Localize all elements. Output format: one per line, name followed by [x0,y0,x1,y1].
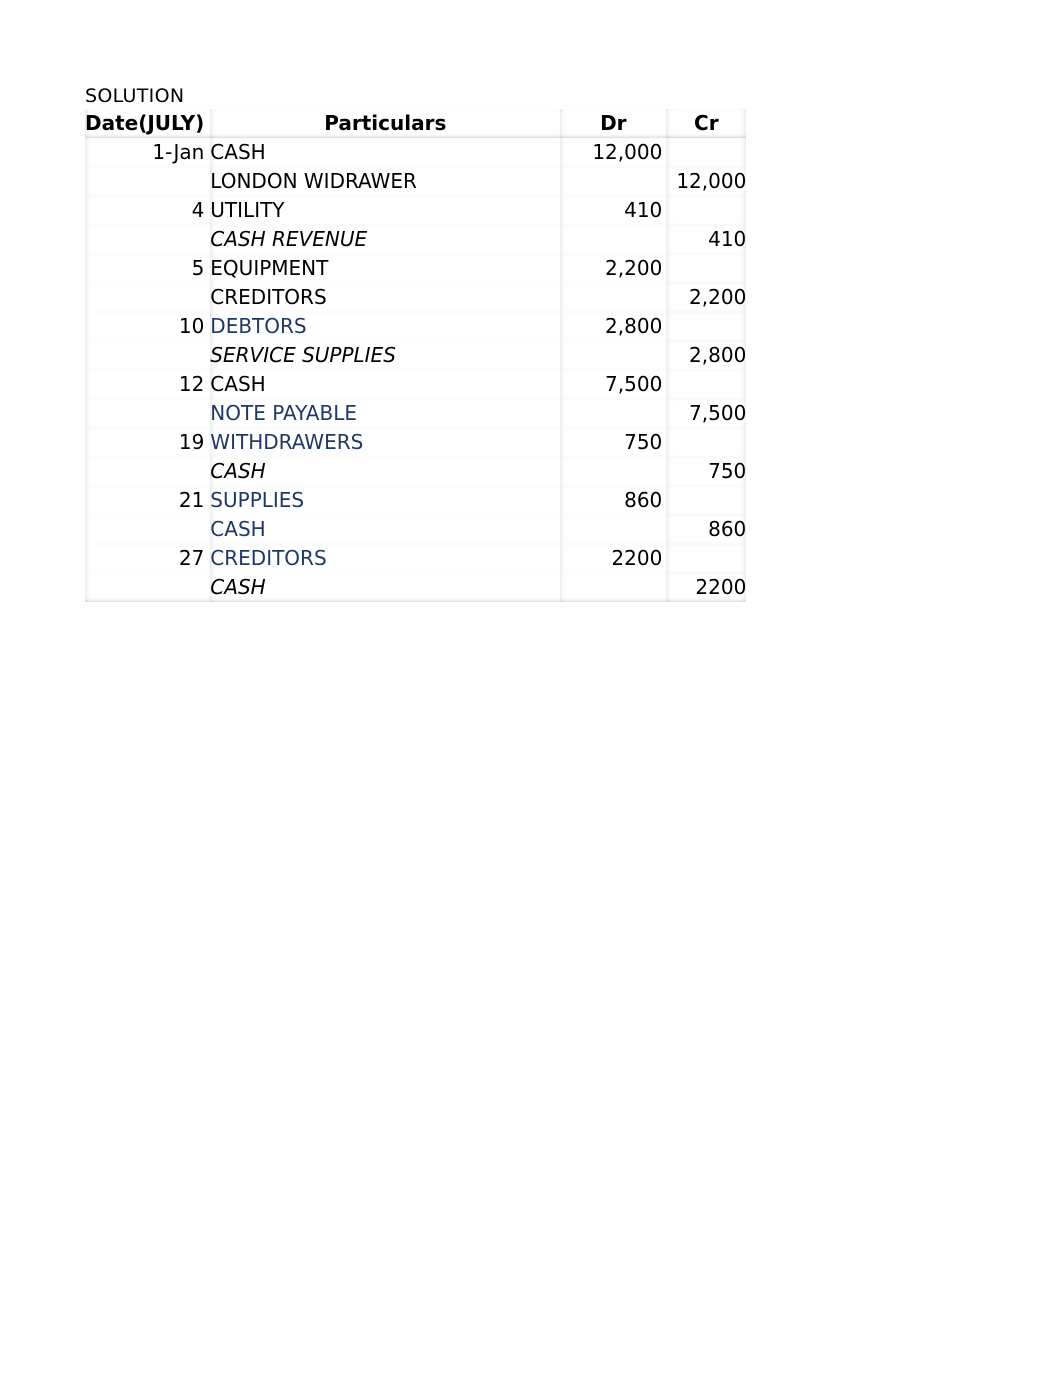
cell-particulars: SERVICE SUPPLIES [210,341,560,370]
cell-dr: 2200 [560,544,666,573]
cell-dr [560,399,666,428]
cell-date [85,283,210,312]
cell-cr: 410 [666,225,746,254]
cell-cr [666,544,746,573]
col-header-dr: Dr [560,109,666,138]
table-row: 12CASH7,500 [85,370,746,399]
cell-particulars: CREDITORS [210,544,560,573]
table-row: NOTE PAYABLE 7,500 [85,399,746,428]
cell-date [85,167,210,196]
cell-cr: 2,800 [666,341,746,370]
table-body: 1-JanCASH12,000LONDON WIDRAWER12,0004UTI… [85,138,746,602]
table-row: 1-JanCASH12,000 [85,138,746,167]
cell-cr: 12,000 [666,167,746,196]
cell-dr [560,167,666,196]
cell-dr [560,283,666,312]
cell-particulars: NOTE PAYABLE [210,399,560,428]
table-row: CASH 860 [85,515,746,544]
cell-particulars: CASH [210,370,560,399]
cell-date [85,225,210,254]
cell-particulars: SUPPLIES [210,486,560,515]
cell-cr: 2,200 [666,283,746,312]
col-header-cr: Cr [666,109,746,138]
cell-dr: 2,200 [560,254,666,283]
cell-particulars: LONDON WIDRAWER [210,167,560,196]
cell-dr: 410 [560,196,666,225]
cell-cr: 7,500 [666,399,746,428]
cell-dr [560,225,666,254]
cell-cr: 750 [666,457,746,486]
cell-particulars: CASH [210,573,560,602]
cell-date: 10 [85,312,210,341]
section-heading: SOLUTION [85,85,1062,107]
cell-dr: 2,800 [560,312,666,341]
cell-particulars: WITHDRAWERS [210,428,560,457]
cell-dr: 750 [560,428,666,457]
cell-dr: 860 [560,486,666,515]
cell-dr: 7,500 [560,370,666,399]
cell-cr: 860 [666,515,746,544]
cell-date [85,515,210,544]
col-header-date: Date(JULY) [85,109,210,138]
cell-dr [560,515,666,544]
cell-particulars: EQUIPMENT [210,254,560,283]
cell-dr [560,341,666,370]
table-row: LONDON WIDRAWER 12,000 [85,167,746,196]
cell-date [85,573,210,602]
col-header-particulars: Particulars [210,109,560,138]
table-row: 19WITHDRAWERS750 [85,428,746,457]
cell-date: 1-Jan [85,138,210,167]
table-row: 27CREDITORS2200 [85,544,746,573]
cell-date [85,341,210,370]
table-row: 5EQUIPMENT2,200 [85,254,746,283]
cell-particulars: DEBTORS [210,312,560,341]
cell-cr [666,138,746,167]
cell-particulars: CASH [210,138,560,167]
cell-date [85,399,210,428]
journal-table: Date(JULY) Particulars Dr Cr 1-JanCASH12… [85,109,746,602]
cell-cr [666,254,746,283]
table-row: 4UTILITY410 [85,196,746,225]
cell-date: 21 [85,486,210,515]
table-row: CASH REVENUE 410 [85,225,746,254]
cell-particulars: CASH [210,457,560,486]
cell-cr [666,196,746,225]
table-row: SERVICE SUPPLIES 2,800 [85,341,746,370]
table-row: 21SUPPLIES860 [85,486,746,515]
cell-cr: 2200 [666,573,746,602]
table-header-row: Date(JULY) Particulars Dr Cr [85,109,746,138]
cell-date [85,457,210,486]
table-row: CREDITORS 2,200 [85,283,746,312]
table-row: CASH 750 [85,457,746,486]
cell-particulars: UTILITY [210,196,560,225]
cell-dr [560,457,666,486]
cell-particulars: CASH [210,515,560,544]
cell-cr [666,370,746,399]
cell-cr [666,486,746,515]
cell-particulars: CREDITORS [210,283,560,312]
cell-cr [666,428,746,457]
cell-cr [666,312,746,341]
cell-date: 5 [85,254,210,283]
cell-dr [560,573,666,602]
table-row: CASH 2200 [85,573,746,602]
cell-date: 4 [85,196,210,225]
cell-dr: 12,000 [560,138,666,167]
cell-date: 27 [85,544,210,573]
cell-date: 12 [85,370,210,399]
cell-particulars: CASH REVENUE [210,225,560,254]
cell-date: 19 [85,428,210,457]
table-row: 10DEBTORS2,800 [85,312,746,341]
